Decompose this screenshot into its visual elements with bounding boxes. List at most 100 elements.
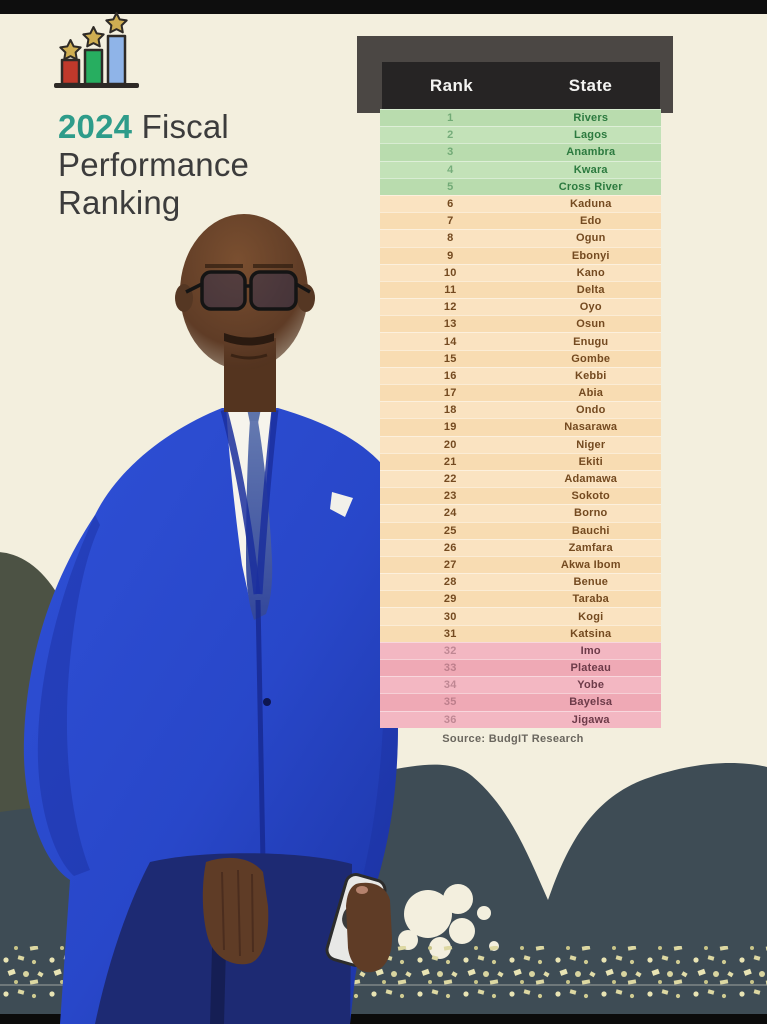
rank-cell: 16: [443, 369, 457, 382]
state-cell: Katsina: [570, 627, 612, 640]
confetti-streak: [0, 984, 767, 986]
table-row: 36 Jigawa: [380, 710, 661, 728]
state-cell: Edo: [580, 215, 602, 228]
state-cell: Bauchi: [571, 524, 610, 537]
table-row: 8 Ogun: [380, 229, 661, 247]
top-black-bar: [0, 0, 767, 14]
state-cell: Kwara: [573, 163, 608, 176]
rank-cell: 29: [443, 593, 457, 606]
mouth: [230, 353, 268, 360]
rank-cell: 33: [443, 662, 457, 675]
state-cell: Adamawa: [564, 473, 618, 486]
state-cell: Rivers: [573, 112, 609, 125]
table-row: 16 Kebbi: [380, 366, 661, 384]
table-row: 10 Kano: [380, 263, 661, 281]
rank-cell: 36: [443, 713, 457, 726]
state-cell: Sokoto: [571, 490, 610, 503]
table-row: 28 Benue: [380, 573, 661, 591]
table-row: 24 Borno: [380, 504, 661, 522]
state-cell: Kogi: [578, 610, 604, 623]
state-cell: Nasarawa: [564, 421, 618, 434]
table-row: 27 Akwa Ibom: [380, 555, 661, 574]
rank-cell: 31: [443, 627, 457, 640]
table-row: 34 Yobe: [380, 676, 661, 694]
state-cell: Borno: [574, 507, 608, 520]
state-cell: Ondo: [575, 404, 606, 417]
rank-cell: 32: [443, 644, 457, 657]
rank-cell: 7: [447, 215, 454, 228]
state-cell: Jigawa: [571, 713, 610, 726]
state-cell: Yobe: [577, 679, 605, 692]
table-row: 19 Nasarawa: [380, 418, 661, 436]
ranking-rows: 1 Rivers 2 Lagos 3 Anambra 4 Kwara 5 Cross River 6…: [380, 109, 661, 728]
state-cell: Lagos: [574, 129, 608, 142]
rank-cell: 14: [443, 335, 457, 348]
table-row: 35 Bayelsa: [380, 693, 661, 711]
state-column-header: State: [568, 75, 613, 95]
table-row: 11 Delta: [380, 280, 661, 299]
rank-cell: 6: [447, 198, 454, 211]
state-cell: Enugu: [573, 335, 609, 348]
state-cell: Abia: [578, 387, 604, 400]
table-row: 30 Kogi: [380, 607, 661, 625]
state-cell: Kano: [576, 266, 605, 279]
title-year: 2024: [58, 108, 133, 145]
table-row: 21 Ekiti: [380, 452, 661, 470]
fingernail: [356, 886, 368, 894]
table-row: 17 Abia: [380, 384, 661, 402]
rank-cell: 15: [443, 352, 457, 365]
rank-cell: 20: [443, 438, 457, 451]
right-hand: [346, 882, 392, 973]
rank-cell: 5: [447, 180, 454, 193]
rank-cell: 19: [443, 421, 457, 434]
state-cell: Plateau: [570, 662, 612, 675]
table-row: 20 Niger: [380, 435, 661, 453]
title-line-1: 2024 Fiscal: [58, 108, 249, 146]
table-row: 18 Ondo: [380, 401, 661, 419]
rank-cell: 30: [443, 610, 457, 623]
table-row: 23 Sokoto: [380, 487, 661, 505]
state-cell: Gombe: [571, 352, 611, 365]
rank-cell: 3: [447, 146, 454, 159]
mustache: [224, 333, 274, 346]
table-row: 6 Kaduna: [380, 194, 661, 213]
rank-cell: 11: [444, 283, 457, 296]
bottom-black-bar: [0, 1014, 767, 1024]
table-row: 4 Kwara: [380, 160, 661, 178]
state-cell: Kaduna: [569, 198, 612, 211]
table-row: 25 Bauchi: [380, 521, 661, 539]
rank-cell: 12: [443, 301, 457, 314]
finger-lines: [221, 869, 254, 957]
source-credit: Source: BudgIT Research: [442, 733, 584, 745]
state-cell: Oyo: [579, 301, 602, 314]
state-cell: Osun: [576, 318, 606, 331]
state-cell: Niger: [576, 438, 606, 451]
state-cell: Bayelsa: [569, 696, 613, 709]
rank-cell: 35: [443, 696, 457, 709]
table-row: 31 Katsina: [380, 624, 661, 642]
glasses: [185, 270, 311, 311]
state-cell: Kebbi: [574, 369, 607, 382]
rank-cell: 23: [443, 490, 457, 503]
sleeve-shadow: [37, 515, 100, 876]
table-row: 5 Cross River: [380, 177, 661, 195]
state-cell: Ekiti: [578, 455, 603, 468]
title-word-fiscal: Fiscal: [141, 108, 229, 145]
state-cell: Benue: [573, 576, 609, 589]
state-cell: Anambra: [566, 146, 616, 159]
rank-cell: 9: [447, 249, 454, 262]
table-row: 22 Adamawa: [380, 469, 661, 488]
state-cell: Delta: [576, 283, 605, 296]
bar-chart-with-stars-icon: [54, 12, 139, 88]
rank-cell: 2: [447, 129, 454, 142]
rank-cell: 24: [443, 507, 457, 520]
table-row: 13 Osun: [380, 315, 661, 333]
table-row: 29 Taraba: [380, 590, 661, 608]
table-header: Rank State: [382, 62, 660, 109]
rank-column-header: Rank: [429, 75, 474, 95]
lapel-right: [255, 409, 279, 595]
rank-cell: 8: [447, 232, 454, 245]
state-cell: Ogun: [575, 232, 606, 245]
suit-button: [263, 698, 271, 706]
